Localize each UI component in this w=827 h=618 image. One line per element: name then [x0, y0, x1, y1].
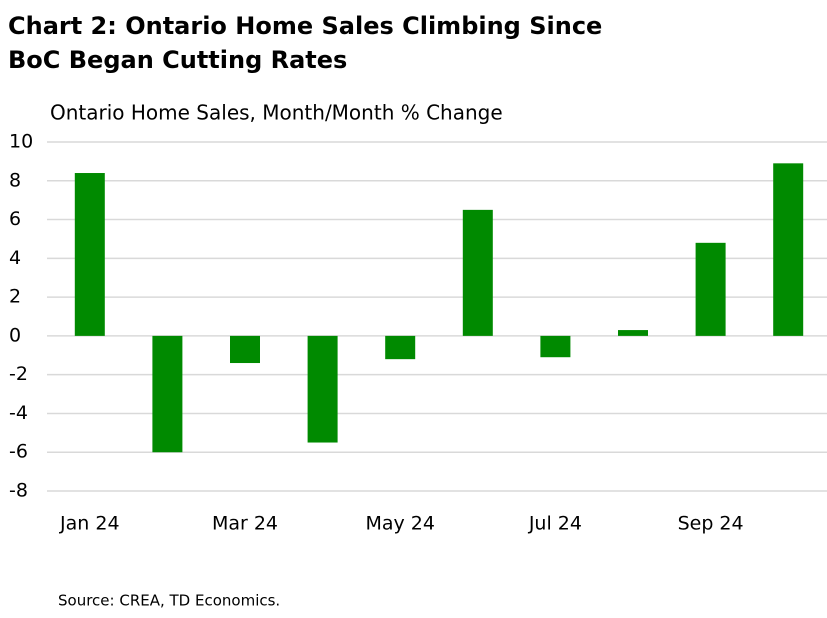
bar — [307, 335, 338, 443]
x-tick-label: Jul 24 — [528, 513, 582, 535]
y-tick-label: 8 — [9, 169, 21, 191]
x-tick-label: Mar 24 — [212, 513, 278, 535]
y-tick-label: -8 — [9, 480, 28, 502]
y-tick-label: -2 — [9, 363, 28, 385]
bar — [618, 330, 648, 336]
bar — [695, 242, 726, 336]
x-tick-label: Sep 24 — [678, 513, 744, 535]
y-axis-label: Ontario Home Sales, Month/Month % Change — [50, 101, 503, 125]
bar — [462, 209, 493, 336]
bar — [773, 163, 804, 336]
chart-title: Chart 2: Ontario Home Sales Climbing Sin… — [8, 12, 602, 40]
bar — [152, 335, 183, 453]
y-tick-label: 6 — [9, 208, 21, 230]
y-tick-label: 2 — [9, 286, 21, 308]
source-note: Source: CREA, TD Economics. — [58, 592, 280, 610]
bar — [74, 173, 105, 336]
x-tick-label: May 24 — [365, 513, 435, 535]
bar — [230, 335, 260, 364]
y-tick-label: 4 — [9, 247, 21, 269]
y-tick-label: -4 — [9, 402, 28, 424]
chart-title: BoC Began Cutting Rates — [8, 46, 347, 74]
y-tick-label: 10 — [9, 131, 33, 153]
y-tick-label: 0 — [9, 324, 21, 346]
y-tick-label: -6 — [9, 441, 28, 463]
x-tick-label: Jan 24 — [59, 513, 120, 535]
bar — [385, 335, 416, 360]
bar — [540, 335, 571, 358]
